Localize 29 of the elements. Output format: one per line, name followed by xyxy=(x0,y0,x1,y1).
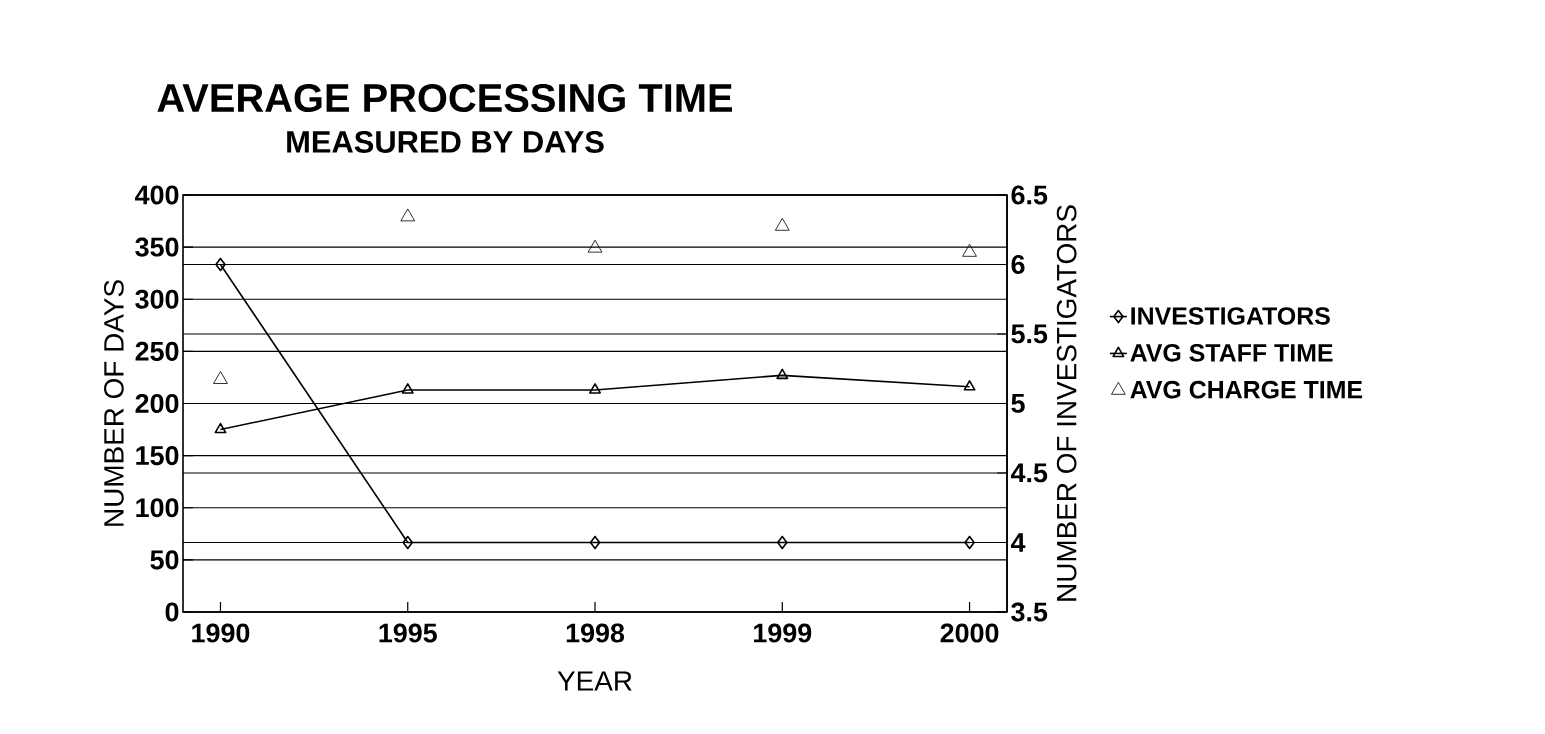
y-tick-label: 100 xyxy=(136,498,179,518)
legend-label: AVG CHARGE TIME xyxy=(1130,380,1363,399)
y2-axis-title: NUMBER OF INVESTIGATORS xyxy=(1056,205,1077,601)
y-tick-label: 150 xyxy=(136,446,179,466)
y-tick-label: 350 xyxy=(135,237,179,257)
y-tick-label: 200 xyxy=(135,393,179,414)
legend-label: AVG STAFF TIME xyxy=(1130,344,1333,362)
y2-tick-label: 6.5 xyxy=(1011,185,1048,205)
chart-title: AVERAGE PROCESSING TIME xyxy=(157,83,733,113)
x-tick-label: 1990 xyxy=(192,623,250,643)
y2-tick-label: 6 xyxy=(1011,254,1025,275)
chart-subtitle: MEASURED BY DAYS xyxy=(287,131,604,153)
x-tick-label: 1999 xyxy=(754,623,812,643)
y2-tick-label: 4 xyxy=(1010,533,1026,552)
y-tick-label: 0 xyxy=(165,602,179,622)
y2-tick-label: 5 xyxy=(1011,394,1025,413)
y2-tick-label: 3.5 xyxy=(1011,602,1048,622)
legend-label: INVESTIGATORS xyxy=(1131,307,1330,325)
y2-tick-label: 4.5 xyxy=(1010,463,1048,483)
x-tick-label: 2000 xyxy=(940,623,999,643)
y-tick-label: 250 xyxy=(135,341,179,361)
y-tick-label: 300 xyxy=(135,289,179,309)
x-tick-label: 1995 xyxy=(379,623,437,643)
y-tick-label: 50 xyxy=(150,550,179,570)
y-tick-label: 400 xyxy=(135,185,179,205)
y2-tick-label: 5.5 xyxy=(1011,324,1048,344)
x-tick-label: 1998 xyxy=(566,623,625,643)
y-axis-title: NUMBER OF DAYS xyxy=(104,280,124,526)
x-axis-title: YEAR xyxy=(557,671,632,691)
